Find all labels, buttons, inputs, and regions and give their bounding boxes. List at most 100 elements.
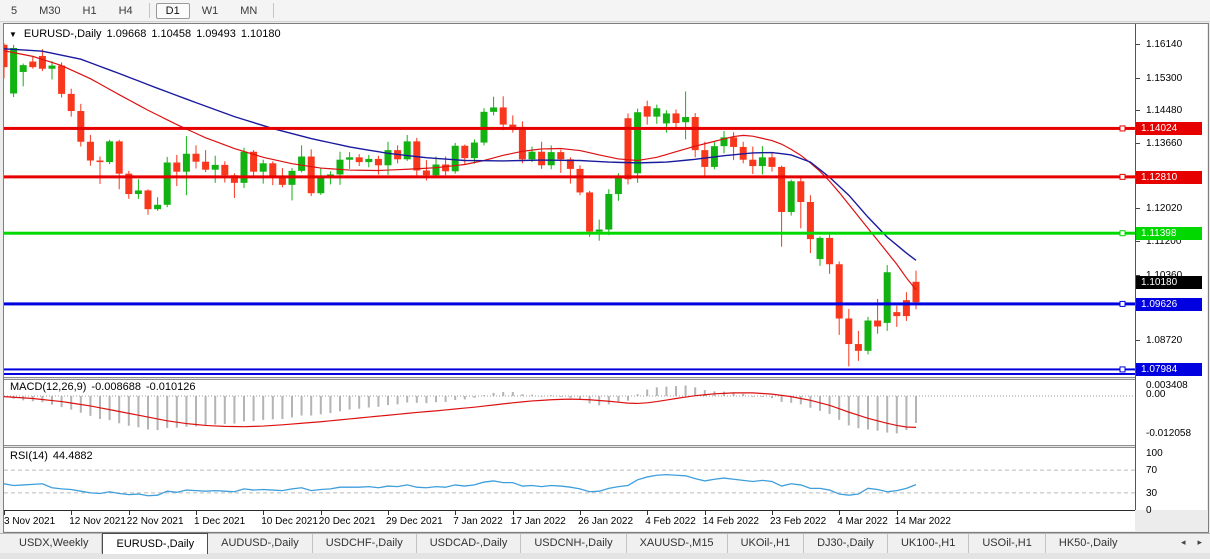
timeframe-button-MN[interactable]: MN [240,4,258,17]
candle [672,109,680,130]
macd-histogram-bar [751,396,754,397]
chart-tab-eurusd-daily[interactable]: EURUSD-,Daily [102,533,209,554]
candle [701,141,709,179]
chart-tab-usoil-h1[interactable]: USOil-,H1 [969,534,1046,553]
macd-histogram-bar [435,396,437,403]
pane-splitter[interactable] [4,445,1135,448]
chart-tab-ukoil-h1[interactable]: UKOil-,H1 [728,534,805,553]
rsi-pane [4,448,1135,510]
candle [758,146,766,175]
timeframe-button-H1[interactable]: H1 [82,4,97,17]
chart-tab-bar: USDX,Weekly EURUSD-,Daily AUDUSD-,Daily USD… [0,533,1210,554]
chart-tab-dj30-daily[interactable]: DJ30-,Daily [804,534,888,553]
bar-close-value: 1.10180 [240,28,281,40]
chart-tab-usdcad-daily[interactable]: USDCAD-,Daily [417,534,522,553]
macd-histogram-bar [531,394,533,396]
candle [384,141,392,175]
macd-histogram-bar [300,396,303,416]
price-tick-mark [1136,44,1140,45]
window-bottom-edge [0,553,1210,559]
macd-histogram-bar [646,389,649,396]
macd-histogram-bar [156,396,159,431]
macd-histogram-bar [569,396,572,398]
rsi-chart-canvas[interactable] [4,448,1135,510]
chart-tab-xauusd-m15[interactable]: XAUUSD-,M15 [627,534,728,553]
macd-histogram-bar [655,387,658,396]
candle [643,100,651,125]
date-label: 14 Mar 2022 [894,516,951,527]
macd-histogram-bar [780,396,783,402]
pane-splitter[interactable] [4,377,1135,380]
chart-tab-uk100-h1[interactable]: UK100-,H1 [888,534,970,553]
candle [58,62,66,98]
horizontal-level-line[interactable] [4,231,1135,235]
tab-scroll-left-icon[interactable]: ◂ [1180,537,1186,547]
macd-histogram-bar [348,396,351,410]
candle [864,316,872,355]
date-tick-mark [580,511,581,515]
macd-axis-label: 0.00 [1146,389,1166,400]
price-tick-label: 1.11200 [1146,236,1182,248]
horizontal-level-line[interactable] [4,372,1135,375]
level-handle[interactable] [1119,230,1126,237]
date-axis[interactable]: 3 Nov 2021 12 Nov 2021 22 Nov 2021 1 Dec 20… [4,510,1135,531]
level-handle[interactable] [1119,366,1126,373]
candle [125,170,133,199]
horizontal-level-line[interactable] [4,302,1135,306]
macd-histogram-bar [127,396,130,426]
price-chart-canvas[interactable] [4,24,1135,377]
date-tick-mark [263,511,265,515]
macd-histogram-bar [339,396,341,412]
macd-histogram-bar [790,396,793,403]
bar-low-value: 1.09493 [196,28,236,40]
horizontal-level-line[interactable] [4,175,1135,179]
horizontal-level-line[interactable] [4,368,1135,371]
horizontal-level-line[interactable] [4,126,1135,130]
date-label: 17 Jan 2022 [510,516,566,527]
candle [730,132,738,161]
price-tick-mark [1136,77,1140,79]
candle [115,139,123,190]
macd-histogram-bar [559,396,562,397]
candle [461,144,469,165]
level-handle[interactable] [1119,173,1126,180]
chart-tab-audusd-daily[interactable]: AUDUSD-,Daily [208,534,313,553]
timeframe-button-W1[interactable]: W1 [201,4,219,17]
timeframe-button-5[interactable]: 5 [11,4,18,17]
chart-tab-usdx-weekly[interactable]: USDX,Weekly [6,534,103,553]
macd-histogram-bar [675,386,677,396]
rsi-indicator-label: RSI(14) 44.4882 [10,450,93,462]
macd-histogram-bar [915,396,917,423]
level-handle[interactable] [1119,125,1126,132]
level-handle[interactable] [1119,300,1126,307]
candle [154,197,162,211]
timeframe-button-D1[interactable]: D1 [155,2,190,19]
chart-tab-hk50-daily[interactable]: HK50-,Daily [1058,537,1118,549]
price-tick-label: 1.08720 [1146,335,1183,347]
level-price-badge: 1.12810 [1136,170,1202,184]
candle [509,115,517,133]
rsi-value: 44.4882 [52,450,93,462]
candle [557,149,565,173]
macd-histogram-bar [204,396,207,426]
macd-chart-canvas[interactable] [4,380,1135,445]
macd-histogram-bar [579,396,581,400]
candle [403,134,411,161]
price-pane [4,24,1135,377]
chart-dropdown-icon[interactable]: ▼ [9,29,17,39]
macd-histogram-bar [732,392,735,396]
price-axis[interactable]: 1.16140 1.15300 1.14480 1.13660 1.12020 1.112… [1136,24,1207,516]
candle [720,130,728,154]
candle [269,161,277,186]
tab-scroll-right-icon[interactable]: ▸ [1197,537,1202,547]
candle [259,159,267,184]
timeframe-button-H4[interactable]: H4 [118,4,133,17]
candle [874,298,882,334]
macd-histogram-bar [175,396,178,428]
timeframe-button-M30[interactable]: M30 [39,4,61,17]
chart-symbol-period: EURUSD-,Daily [23,28,102,40]
chart-tab-usdcnh-daily[interactable]: USDCNH-,Daily [521,534,627,553]
chart-tab-usdchf-daily[interactable]: USDCHF-,Daily [313,534,417,553]
candle [10,44,18,98]
macd-histogram-bar [319,396,322,415]
